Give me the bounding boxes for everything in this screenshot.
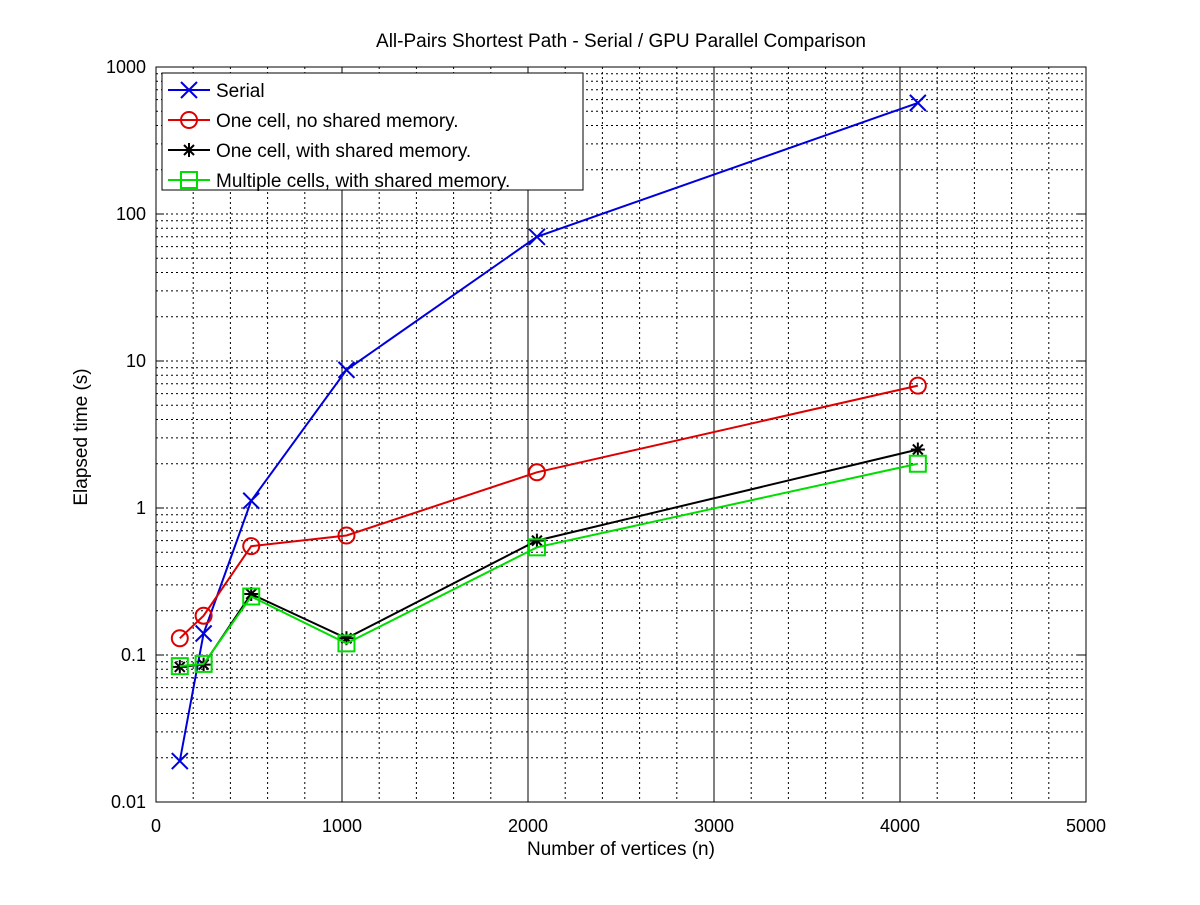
marker-stroke — [531, 534, 543, 547]
marker-stroke — [912, 443, 924, 456]
y-tick-label: 10 — [126, 351, 146, 371]
marker-stroke — [174, 661, 186, 673]
data-point — [528, 228, 546, 246]
marker-stroke — [242, 492, 260, 510]
y-tick-label: 1000 — [106, 57, 146, 77]
data-point — [170, 629, 189, 648]
x-tick-label: 1000 — [322, 816, 362, 836]
legend-item-3: One cell, with shared memory. — [168, 141, 471, 162]
legend-item-1: Serial — [168, 81, 265, 102]
x-tick-label: 2000 — [508, 816, 548, 836]
legend-label: Multiple cells, with shared memory. — [216, 171, 510, 192]
data-point — [171, 752, 189, 770]
x-axis-label: Number of vertices (n) — [527, 839, 715, 860]
legend-marker — [180, 111, 198, 129]
data-point — [170, 657, 189, 676]
marker-stroke — [180, 81, 198, 99]
legend-marker — [182, 143, 196, 157]
data-point — [529, 533, 544, 548]
legend-label: One cell, no shared memory. — [216, 111, 459, 132]
data-point — [908, 376, 927, 395]
marker-stroke — [183, 144, 195, 156]
data-point — [242, 492, 260, 510]
series-1 — [171, 94, 927, 770]
series-line — [179, 462, 919, 668]
data-point — [194, 624, 213, 643]
marker-stroke — [194, 624, 213, 643]
y-tick-label: 0.1 — [121, 645, 146, 665]
axis-ticks: 0 1000 2000 3000 4000 5000 0.01 0.1 1 10 100 1000 — [106, 57, 1106, 836]
data-point — [337, 634, 356, 653]
legend-box — [161, 72, 584, 191]
legend-marker — [180, 171, 198, 189]
marker-stroke — [528, 228, 546, 246]
marker-stroke — [245, 588, 257, 600]
y-axis-label: Elapsed time (s) — [71, 368, 92, 505]
x-tick-label: 0 — [151, 816, 161, 836]
series-2 — [170, 376, 927, 648]
data-point — [194, 606, 213, 625]
marker-stroke — [337, 361, 356, 379]
data-point — [527, 463, 546, 482]
chart-title: All-Pairs Shortest Path - Serial / GPU P… — [376, 31, 866, 52]
data-point — [909, 94, 927, 112]
y-tick-label: 100 — [116, 204, 146, 224]
grid — [156, 67, 1086, 802]
data-point — [337, 526, 356, 545]
legend-item-4: Multiple cells, with shared memory. — [168, 171, 510, 192]
series-line — [179, 448, 919, 668]
plot-frame — [155, 66, 1087, 803]
legend-marker — [180, 81, 198, 99]
x-tick-label: 4000 — [880, 816, 920, 836]
y-tick-label: 1 — [136, 498, 146, 518]
series-line — [179, 384, 919, 640]
y-tick-label: 0.01 — [111, 792, 146, 812]
series-4 — [170, 454, 927, 676]
x-tick-label: 5000 — [1066, 816, 1106, 836]
legend-label: Serial — [216, 81, 265, 102]
data-point — [337, 361, 356, 379]
data-point — [242, 587, 261, 606]
data-point — [908, 454, 927, 473]
series-group — [170, 94, 927, 770]
legend-item-2: One cell, no shared memory. — [168, 111, 459, 132]
series-line — [178, 101, 919, 762]
data-point — [910, 442, 925, 457]
data-point — [527, 538, 546, 557]
data-point — [194, 654, 213, 673]
data-point — [172, 659, 187, 674]
marker-stroke — [171, 752, 189, 770]
data-point — [242, 537, 261, 556]
legend: Serial One cell, no shared memory. One cel… — [161, 72, 584, 192]
legend-label: One cell, with shared memory. — [216, 141, 471, 162]
x-tick-label: 3000 — [694, 816, 734, 836]
series-3 — [172, 442, 925, 674]
marker-stroke — [909, 94, 927, 112]
